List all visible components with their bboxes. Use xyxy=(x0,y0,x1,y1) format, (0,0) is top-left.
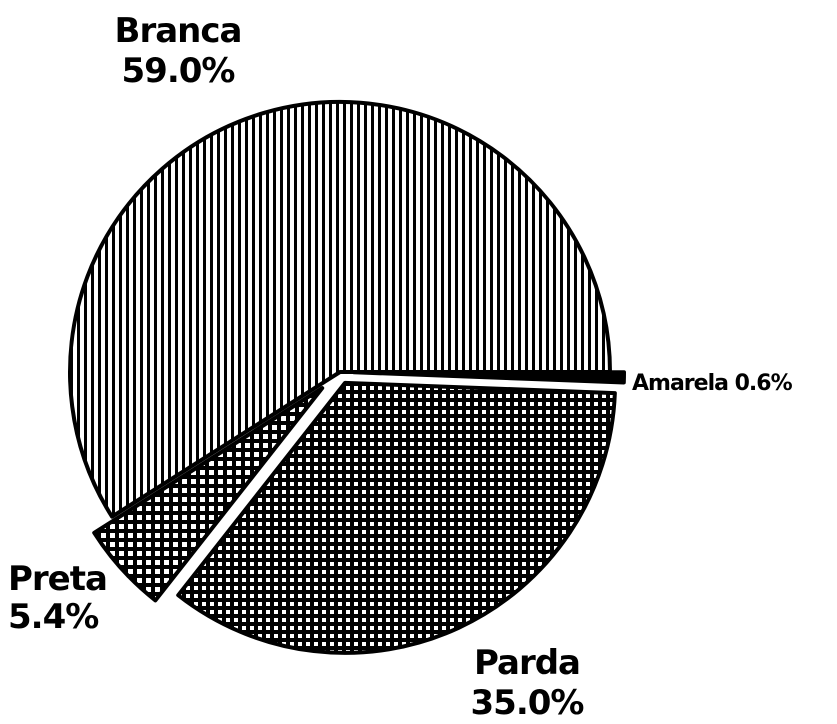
slice-label-preta-value: 5.4% xyxy=(8,597,98,637)
slice-label-branca-value: 59.0% xyxy=(122,51,235,91)
slice-label-parda-value: 35.0% xyxy=(471,683,584,723)
pie-slices xyxy=(68,100,626,655)
slice-label-preta-name: Preta xyxy=(8,559,107,599)
pie-slice-branca xyxy=(68,100,612,519)
pie-labels: Branca 59.0% Amarela 0.6% Parda 35.0% Pr… xyxy=(8,11,794,723)
pie-slice-parda xyxy=(176,380,617,655)
slice-label-branca-name: Branca xyxy=(115,11,242,51)
slice-label-amarela: Amarela 0.6% xyxy=(632,371,793,396)
slice-label-parda-name: Parda xyxy=(474,643,580,683)
pie-slice-preta xyxy=(92,386,325,603)
pie-slice-amarela xyxy=(351,370,626,385)
